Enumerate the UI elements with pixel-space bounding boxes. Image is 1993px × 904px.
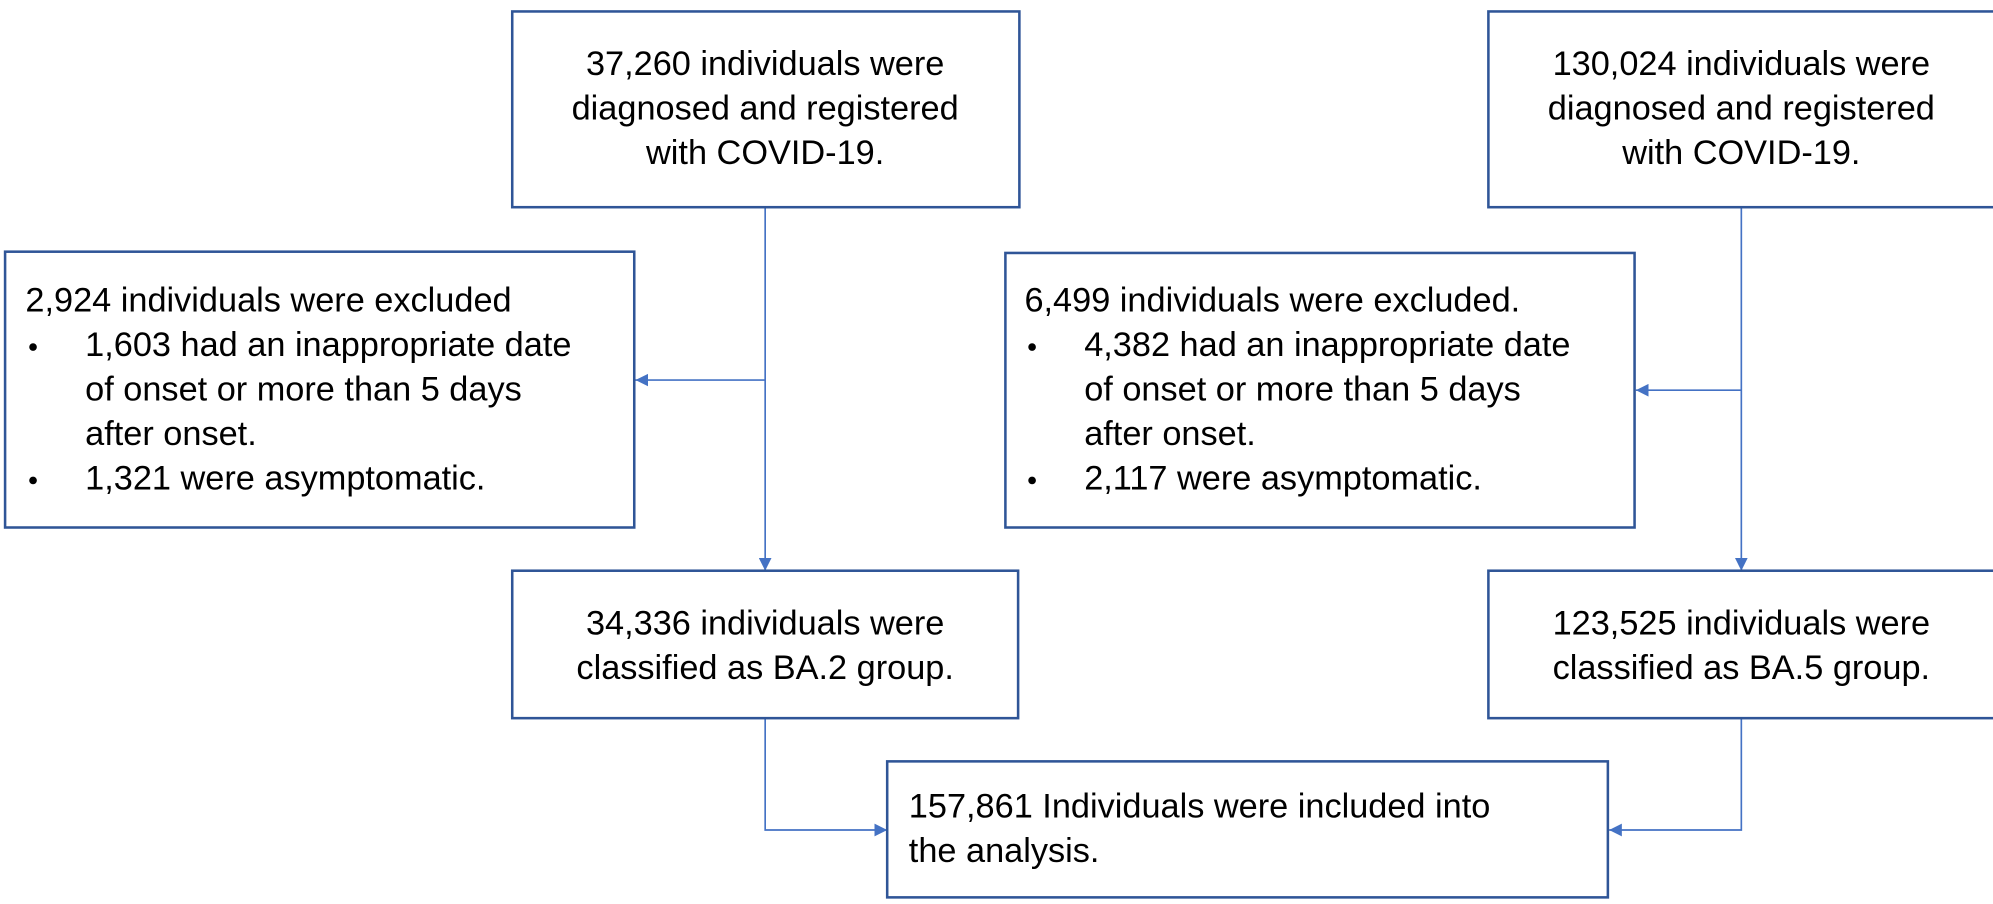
box-line: classified as BA.2 group. — [576, 649, 953, 687]
excluded-heading: 2,924 individuals were excluded — [25, 282, 511, 320]
bullet — [1028, 343, 1036, 351]
box-line: 34,336 individuals were — [586, 604, 944, 642]
box-ba2-group — [510, 569, 1020, 720]
excluded-heading: 6,499 individuals were excluded. — [1024, 282, 1520, 320]
bullet — [29, 476, 37, 485]
box-analysis — [885, 760, 1610, 899]
excluded-item-line: after onset. — [85, 415, 257, 453]
box-line: 157,861 Individuals were included into — [909, 787, 1491, 825]
box-ba5-registered — [1487, 10, 1993, 209]
texts: 37,260 individuals were diagnosed and reg… — [25, 45, 1934, 870]
box-ba5-group — [1487, 569, 1993, 720]
box-ba2-registered — [510, 10, 1021, 209]
box-ba2-excluded — [3, 250, 636, 529]
box-line: the analysis. — [909, 832, 1100, 870]
box-line: classified as BA.5 group. — [1553, 649, 1930, 687]
excluded-item-line: 2,117 were asymptomatic. — [1084, 460, 1482, 498]
bullet — [1028, 476, 1036, 485]
excluded-item-line: of onset or more than 5 days — [1084, 371, 1521, 409]
box-line: 130,024 individuals were — [1553, 45, 1931, 83]
box-line: with COVID-19. — [1621, 134, 1860, 172]
box-line: 123,525 individuals were — [1553, 604, 1931, 642]
excluded-item-line: 4,382 had an inappropriate date — [1084, 326, 1570, 364]
excluded-item-line: 1,603 had an inappropriate date — [85, 326, 571, 364]
box-line: with COVID-19. — [645, 134, 884, 172]
bullet — [29, 343, 37, 351]
excluded-item-line: of onset or more than 5 days — [85, 371, 522, 409]
connector — [1609, 718, 1743, 837]
box-line: 37,260 individuals were — [586, 45, 944, 83]
box-line: diagnosed and registered — [1548, 90, 1935, 128]
excluded-item-line: after onset. — [1084, 415, 1256, 453]
box-line: diagnosed and registered — [572, 90, 959, 128]
excluded-item-line: 1,321 were asymptomatic. — [85, 460, 485, 498]
box-ba5-excluded — [1004, 251, 1636, 529]
connector — [764, 718, 888, 837]
